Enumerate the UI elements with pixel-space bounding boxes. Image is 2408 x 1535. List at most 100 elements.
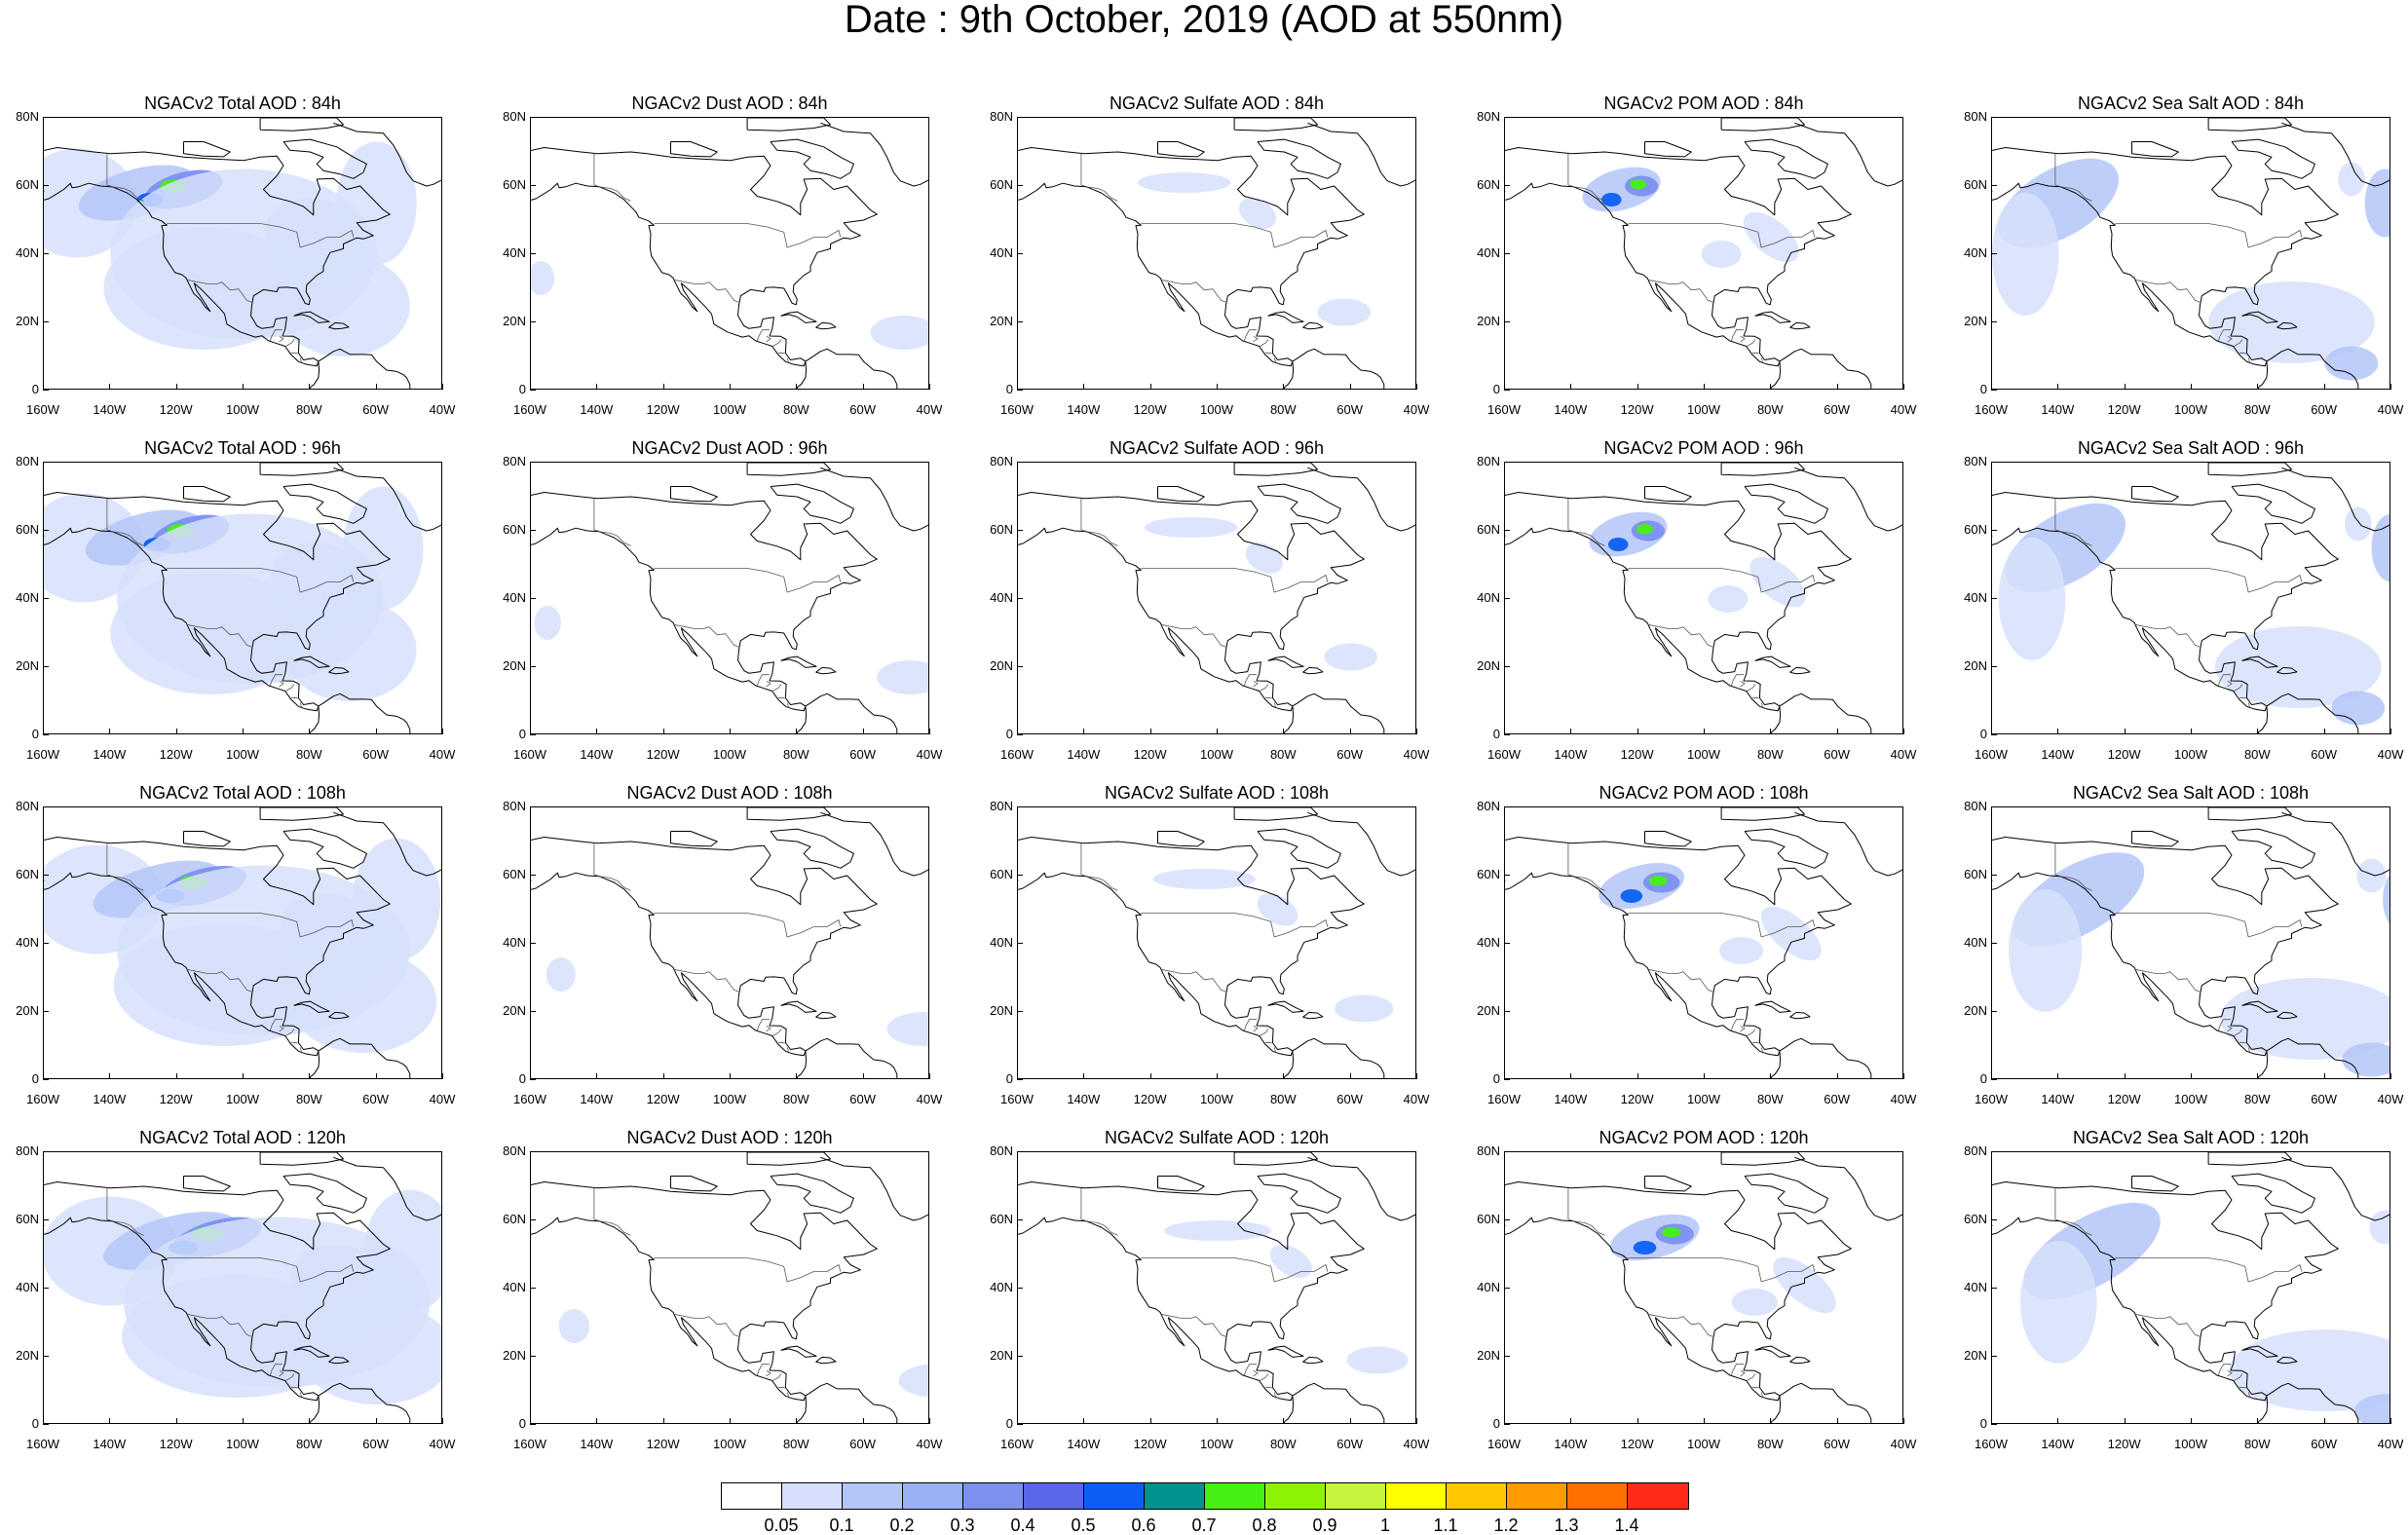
aod-plume bbox=[531, 261, 554, 295]
lat-tick bbox=[1504, 1288, 1510, 1289]
lat-tick-label: 40N bbox=[503, 935, 526, 950]
colorbar-label: 0.05 bbox=[764, 1516, 799, 1535]
aod-plume bbox=[300, 1302, 441, 1404]
coastline bbox=[1771, 693, 1872, 733]
lon-tick bbox=[442, 1073, 443, 1079]
lon-tick bbox=[375, 1073, 377, 1079]
lat-tick bbox=[1504, 1219, 1510, 1220]
map-panel: NGACv2 Total AOD : 84h 0 20N 40N 60N 80N 160W 1… bbox=[0, 92, 487, 432]
lon-tick-label: 80W bbox=[295, 1437, 322, 1451]
colorbar-label: 1.3 bbox=[1554, 1516, 1579, 1535]
coastline bbox=[1307, 1156, 1415, 1221]
country-border bbox=[1751, 352, 1759, 355]
lat-tick bbox=[1991, 1079, 1997, 1080]
lon-tick bbox=[2191, 1073, 2192, 1079]
lon-tick bbox=[1083, 729, 1085, 734]
lat-tick bbox=[1991, 1011, 1997, 1012]
lon-tick bbox=[1017, 1073, 1018, 1079]
lat-tick bbox=[43, 1011, 49, 1012]
coastline bbox=[310, 1382, 411, 1423]
country-border bbox=[1253, 335, 1259, 343]
lat-tick-label: 0 bbox=[1492, 727, 1500, 741]
coastline bbox=[1257, 483, 1341, 524]
lon-tick bbox=[1349, 729, 1351, 734]
figure-title: Date : 9th October, 2019 (AOD at 550nm) bbox=[844, 0, 1564, 41]
lat-tick-label: 0 bbox=[31, 382, 39, 396]
coastline bbox=[1302, 1011, 1324, 1020]
aod-plume bbox=[1335, 994, 1394, 1023]
colorbar-swatch bbox=[1084, 1483, 1145, 1509]
country-border bbox=[186, 623, 253, 649]
country-border bbox=[1243, 674, 1257, 687]
lon-tick-label: 80W bbox=[1756, 747, 1784, 762]
lon-tick-label: 160W bbox=[1487, 1437, 1521, 1451]
country-border bbox=[1291, 1395, 1295, 1399]
lon-tick bbox=[375, 384, 377, 390]
lon-tick bbox=[1017, 384, 1018, 390]
lon-tick-label: 100W bbox=[226, 747, 259, 762]
lat-tick bbox=[1017, 185, 1023, 186]
coastline bbox=[1157, 486, 1205, 503]
country-border bbox=[1740, 680, 1746, 688]
lat-tick bbox=[1991, 734, 1997, 735]
aod-map bbox=[531, 463, 928, 733]
aod-plume bbox=[1144, 517, 1238, 538]
lon-tick-label: 120W bbox=[159, 747, 193, 762]
country-border bbox=[1747, 1029, 1756, 1036]
country-border bbox=[186, 279, 253, 304]
coastline bbox=[1505, 147, 1852, 367]
map-panel: NGACv2 Dust AOD : 96h 0 20N 40N 60N 80N 160W 14… bbox=[487, 436, 974, 777]
lon-tick-label: 100W bbox=[713, 1437, 746, 1451]
coastline bbox=[670, 486, 718, 503]
aod-plume bbox=[898, 1364, 928, 1398]
country-border bbox=[167, 1257, 355, 1283]
country-border bbox=[1747, 684, 1756, 692]
lat-tick bbox=[530, 321, 536, 322]
lon-tick-label: 60W bbox=[2311, 1092, 2338, 1106]
lon-tick bbox=[929, 729, 930, 734]
lon-tick bbox=[1704, 729, 1705, 734]
lon-tick-label: 120W bbox=[159, 402, 193, 417]
coastline bbox=[1992, 147, 2339, 367]
country-border bbox=[804, 360, 808, 364]
aod-plume bbox=[546, 957, 576, 992]
aod-map bbox=[1018, 1152, 1415, 1423]
map-plot-area bbox=[1504, 1151, 1903, 1424]
lon-tick-label: 120W bbox=[1620, 1437, 1654, 1451]
country-border bbox=[2265, 1395, 2269, 1399]
lon-tick-label: 120W bbox=[2107, 747, 2141, 762]
panel-title: NGACv2 POM AOD : 120h bbox=[1599, 1128, 1809, 1147]
lon-tick bbox=[442, 1418, 443, 1424]
lat-tick bbox=[1504, 806, 1510, 807]
panel-title: NGACv2 Sea Salt AOD : 96h bbox=[2077, 438, 2305, 458]
lon-tick bbox=[243, 729, 244, 734]
country-border bbox=[2227, 1025, 2233, 1032]
country-border bbox=[2248, 1047, 2250, 1052]
coastline bbox=[1284, 1382, 1385, 1423]
lat-tick-label: 60N bbox=[990, 177, 1013, 192]
lat-tick-label: 60N bbox=[1964, 522, 1987, 537]
coastline bbox=[328, 321, 350, 330]
country-border bbox=[2265, 360, 2269, 364]
lon-tick bbox=[596, 1418, 598, 1424]
aod-plume bbox=[1708, 585, 1749, 613]
lon-tick bbox=[1903, 729, 1904, 734]
map-panel: NGACv2 Dust AOD : 108h 0 20N 40N 60N 80N 160W 1… bbox=[487, 781, 974, 1122]
coastline bbox=[328, 666, 350, 675]
lon-tick bbox=[2057, 1418, 2059, 1424]
country-border bbox=[317, 705, 320, 709]
lat-tick bbox=[1017, 666, 1023, 667]
lat-tick bbox=[43, 943, 49, 944]
lon-tick bbox=[2323, 729, 2325, 734]
lon-tick-label: 100W bbox=[2174, 1437, 2207, 1451]
coastline bbox=[2241, 1000, 2278, 1013]
map-panel: NGACv2 Sulfate AOD : 120h 0 20N 40N 60N 80N 16… bbox=[974, 1126, 1461, 1467]
lon-tick-label: 140W bbox=[2041, 747, 2075, 762]
aod-plume bbox=[2353, 1394, 2389, 1423]
lat-tick bbox=[1017, 598, 1023, 599]
lon-tick-label: 80W bbox=[782, 1437, 809, 1451]
map-plot-area bbox=[530, 806, 929, 1079]
country-border bbox=[1291, 705, 1295, 709]
country-border bbox=[593, 184, 631, 202]
lon-tick-label: 80W bbox=[295, 402, 322, 417]
